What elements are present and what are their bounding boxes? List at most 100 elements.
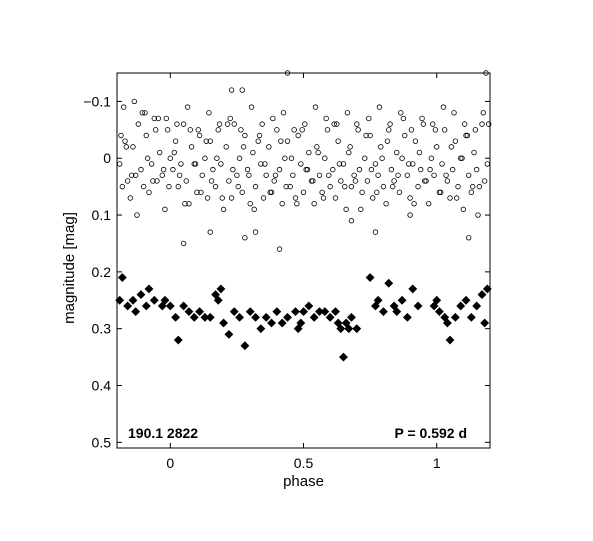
- circle-point: [140, 183, 147, 190]
- circle-point: [250, 149, 256, 156]
- circle-point: [315, 149, 321, 156]
- diamond-point: [277, 318, 287, 328]
- circle-point: [276, 246, 283, 252]
- circle-point: [176, 172, 183, 178]
- circle-point: [215, 127, 221, 133]
- y-tick-label: 0.2: [92, 264, 112, 280]
- diamond-point: [466, 312, 476, 322]
- circle-point: [122, 138, 128, 144]
- circle-point: [468, 189, 475, 196]
- diamond-point: [235, 312, 244, 322]
- circle-point: [472, 127, 479, 133]
- diamond-point: [379, 307, 388, 317]
- circle-point: [280, 110, 287, 116]
- circle-point: [427, 166, 433, 173]
- circle-point: [481, 178, 488, 184]
- circle-point: [187, 127, 193, 133]
- circle-point: [418, 166, 424, 173]
- diamond-point: [336, 324, 346, 334]
- circle-point: [208, 178, 215, 184]
- circle-point: [379, 155, 385, 161]
- circle-point: [372, 161, 379, 167]
- circle-point: [260, 195, 267, 201]
- circle-point: [356, 166, 363, 173]
- circle-point: [248, 104, 255, 110]
- circle-point: [302, 121, 308, 127]
- diamond-point: [402, 312, 412, 322]
- diamond-point: [131, 307, 141, 317]
- y-axis-label: magnitude [mag]: [61, 212, 78, 324]
- circle-point: [320, 195, 327, 201]
- circle-point: [143, 132, 150, 139]
- circle-point: [326, 172, 332, 178]
- circle-point: [396, 189, 403, 196]
- circle-point: [155, 115, 161, 122]
- circle-point: [310, 178, 316, 184]
- circle-point: [368, 166, 375, 173]
- diamond-point: [144, 284, 154, 294]
- diamond-point: [160, 295, 170, 305]
- circle-point: [306, 149, 312, 156]
- circle-point: [407, 212, 413, 218]
- diamond-point: [195, 307, 205, 317]
- circle-point: [343, 206, 349, 213]
- circle-point: [455, 183, 461, 190]
- circle-point: [198, 189, 204, 196]
- circle-point: [428, 155, 435, 161]
- diamond-point: [320, 307, 330, 317]
- circle-point: [404, 172, 411, 178]
- circle-point: [346, 149, 352, 156]
- circle-point: [358, 206, 364, 213]
- circle-point: [278, 138, 284, 144]
- circle-point: [135, 121, 142, 127]
- circle-point: [195, 127, 201, 133]
- circle-point: [118, 132, 124, 139]
- circle-point: [342, 183, 348, 190]
- circle-point: [465, 235, 472, 241]
- circle-point: [271, 178, 277, 184]
- circle-point: [316, 172, 323, 178]
- circle-point: [476, 183, 483, 190]
- circle-point: [244, 166, 251, 173]
- diamond-point: [347, 312, 356, 322]
- circle-point: [394, 149, 400, 156]
- diamond-point: [445, 335, 455, 345]
- diamond-point: [173, 335, 183, 345]
- circle-point: [291, 127, 297, 133]
- circle-point: [327, 183, 333, 190]
- circle-point: [480, 110, 487, 116]
- circle-point: [469, 183, 476, 190]
- circle-point: [348, 218, 355, 224]
- circle-point: [238, 127, 244, 133]
- diamond-point: [373, 295, 383, 305]
- y-tick-label: 0: [103, 150, 111, 166]
- axis-ticks: [117, 73, 490, 448]
- circle-point: [242, 132, 248, 139]
- circle-point: [283, 183, 289, 190]
- circle-point: [162, 206, 168, 213]
- period-label: P = 0.592 d: [394, 425, 467, 441]
- circle-point: [206, 110, 212, 116]
- circle-point: [471, 149, 477, 156]
- circle-point: [251, 206, 257, 213]
- circle-point: [430, 121, 436, 127]
- circle-point: [142, 110, 148, 116]
- circle-point: [450, 166, 456, 173]
- axis-tick-labels: 0 0.5 1 −0.1 0 0.1 0.2 0.3 0.4 0.5: [83, 93, 440, 471]
- circle-point: [130, 144, 136, 150]
- circle-point: [374, 189, 380, 196]
- circle-point: [483, 70, 489, 76]
- circle-point: [475, 212, 481, 218]
- circle-point: [180, 121, 187, 127]
- circle-point: [386, 127, 392, 133]
- circle-point: [196, 132, 203, 139]
- circle-point: [366, 115, 372, 122]
- circle-point: [207, 138, 213, 144]
- circle-point: [218, 161, 224, 167]
- y-tick-label: 0.3: [92, 321, 112, 337]
- diamond-point: [456, 301, 466, 311]
- diamond-point: [413, 301, 423, 311]
- circle-point: [406, 161, 412, 167]
- circle-point: [447, 195, 453, 201]
- circle-point: [252, 183, 259, 190]
